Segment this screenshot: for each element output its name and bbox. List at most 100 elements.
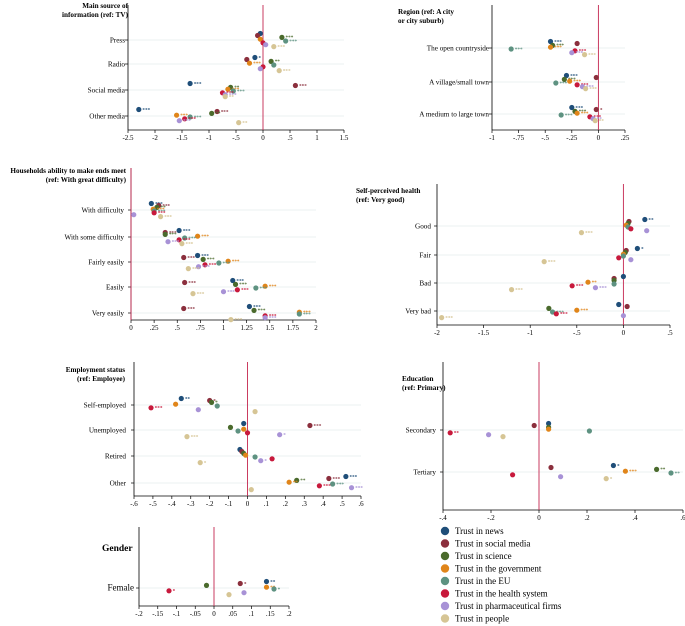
x-tick-label: -.1 (173, 610, 181, 618)
significance-stars: *** (188, 117, 196, 123)
point-pharma (241, 590, 247, 596)
significance-stars: *** (286, 35, 294, 41)
point-science (208, 399, 215, 405)
x-tick-label: .25 (150, 324, 159, 332)
point-eu (553, 80, 559, 86)
panel-title: Education (402, 375, 434, 383)
significance-stars: *** (589, 86, 597, 92)
point-news (642, 216, 648, 223)
x-tick-label: 1.75 (287, 324, 300, 332)
point-news (178, 395, 184, 402)
point-news (136, 106, 142, 113)
significance-stars: * (215, 400, 218, 406)
point-eu (253, 285, 259, 291)
significance-stars: ** (597, 117, 603, 123)
point-social (181, 305, 187, 312)
point-people (197, 460, 203, 466)
legend-label-pharma: Trust in pharmaceutical firms (455, 601, 562, 611)
point-social (593, 106, 599, 113)
panel-education: Education(ref: Primary) Secondary Tertiary… (402, 362, 685, 522)
point-news (610, 462, 617, 469)
significance-stars: * (278, 587, 281, 593)
significance-stars: *** (581, 111, 589, 117)
x-tick-label: .2 (584, 514, 590, 522)
point-social (307, 422, 313, 429)
point-social (237, 580, 243, 587)
point-science (232, 281, 239, 287)
point-science (227, 424, 234, 430)
category-label: Very easily (92, 310, 125, 318)
significance-stars: *** (194, 115, 202, 121)
significance-stars: *** (239, 282, 247, 288)
point-science (546, 305, 552, 311)
point-people (236, 120, 242, 126)
significance-stars: * (213, 398, 216, 404)
point-science (654, 466, 660, 472)
panel-title: or city suburb) (398, 17, 444, 25)
x-tick-label: .6 (680, 514, 685, 522)
significance-stars: *** (269, 316, 277, 322)
significance-stars: *** (579, 49, 587, 55)
significance-stars: *** (197, 291, 205, 297)
category-label: A village/small town (429, 79, 489, 87)
point-people (190, 291, 196, 297)
x-tick-label: .1 (264, 500, 270, 508)
legend-label-eu: Trust in the EU (455, 576, 511, 586)
point-news (547, 38, 554, 45)
significance-stars: * (283, 433, 286, 439)
significance-stars: *** (172, 240, 180, 246)
significance-stars: *** (192, 266, 200, 272)
significance-stars: *** (559, 81, 567, 87)
point-social (593, 74, 599, 81)
x-tick-label: .4 (632, 514, 638, 522)
x-tick-label: 0 (212, 610, 216, 618)
point-government (246, 60, 253, 66)
point-health (244, 430, 251, 436)
significance-stars: *** (323, 484, 331, 490)
significance-stars: *** (209, 263, 217, 269)
point-government (174, 112, 180, 118)
point-government (263, 584, 270, 590)
point-people (226, 592, 232, 598)
point-science (279, 34, 285, 41)
point-government (574, 110, 580, 116)
point-social (574, 40, 580, 47)
x-tick-label: -.6 (130, 500, 138, 508)
point-health (148, 405, 154, 411)
significance-stars: *** (180, 113, 188, 119)
significance-stars: *** (570, 73, 578, 79)
category-label: With difficulty (82, 207, 125, 215)
point-pharma (263, 42, 269, 48)
x-tick-label: -1.5 (478, 329, 490, 337)
category-label: A medium to large town (419, 111, 489, 119)
point-health (616, 255, 622, 261)
significance-stars: *** (229, 93, 237, 99)
point-news (195, 252, 201, 259)
significance-stars: * (264, 459, 267, 465)
legend-marker-pharma (440, 601, 450, 611)
x-tick-label: -2 (434, 329, 440, 337)
point-pharma (348, 485, 355, 491)
significance-stars: ** (300, 478, 306, 484)
point-news (616, 301, 622, 308)
point-science (162, 231, 168, 237)
legend-marker-social (440, 539, 450, 548)
x-tick-label: 0 (261, 134, 265, 142)
category-label: Fair (419, 252, 431, 260)
point-people (541, 259, 547, 265)
point-pharma (131, 212, 137, 218)
x-tick-label: .5 (175, 324, 181, 332)
point-eu (330, 481, 336, 487)
point-people (222, 94, 228, 100)
point-news (252, 54, 258, 61)
x-tick-label: .3 (302, 500, 308, 508)
point-health (151, 210, 157, 216)
panel-title: Main source of (82, 2, 128, 10)
significance-stars: *** (162, 203, 170, 209)
point-people (276, 68, 282, 74)
significance-stars: * (617, 463, 620, 469)
significance-stars: *** (259, 286, 267, 292)
point-pharma (195, 407, 201, 413)
point-news (620, 273, 627, 280)
